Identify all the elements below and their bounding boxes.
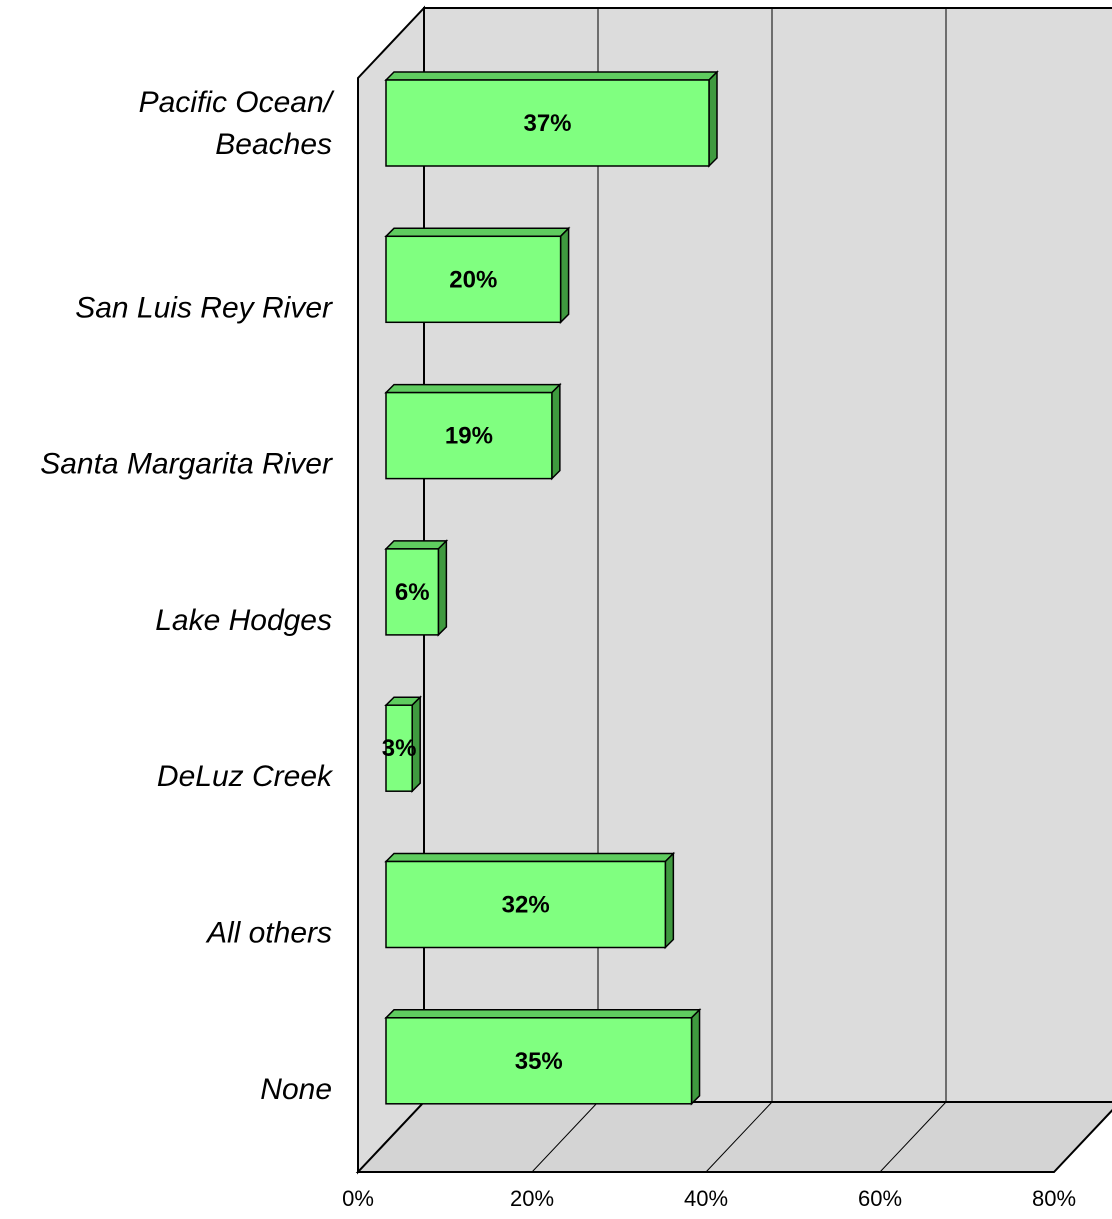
data-label-7: 35% bbox=[515, 1048, 563, 1075]
bar-top-6 bbox=[386, 854, 673, 862]
data-label-1: 37% bbox=[523, 110, 571, 137]
category-label-1: Pacific Ocean/Beaches bbox=[139, 86, 335, 161]
category-labels: Pacific Ocean/Beaches San Luis Rey River S… bbox=[40, 86, 334, 1106]
bar-side-4 bbox=[438, 541, 446, 635]
data-label-6: 32% bbox=[502, 892, 550, 919]
bar-side-2 bbox=[561, 228, 569, 322]
category-label-7: None bbox=[260, 1073, 332, 1106]
bar-side-1 bbox=[709, 72, 717, 166]
bar-group-7: 35% bbox=[386, 1010, 700, 1104]
chart-walls bbox=[358, 8, 1112, 1172]
category-label-3: Santa Margarita River bbox=[40, 448, 333, 481]
bar-group-4: 6% bbox=[386, 541, 446, 635]
x-tick-label-0: 0% bbox=[342, 1186, 374, 1211]
x-tick-label-40: 40% bbox=[684, 1186, 728, 1211]
x-tick-label-20: 20% bbox=[510, 1186, 554, 1211]
bar-top-2 bbox=[386, 228, 569, 236]
data-label-2: 20% bbox=[449, 266, 497, 293]
category-label-5: DeLuz Creek bbox=[157, 760, 334, 793]
data-label-5: 3% bbox=[382, 735, 417, 762]
bar-group-2: 20% bbox=[386, 228, 569, 322]
x-axis-tick-labels: 0% 20% 40% 60% 80% bbox=[342, 1186, 1076, 1211]
floor bbox=[358, 1102, 1112, 1172]
data-label-3: 19% bbox=[445, 423, 493, 450]
x-tick-label-80: 80% bbox=[1032, 1186, 1076, 1211]
bar-group-3: 19% bbox=[386, 385, 560, 479]
bar-side-7 bbox=[692, 1010, 700, 1104]
category-label-4: Lake Hodges bbox=[155, 604, 332, 637]
data-label-4: 6% bbox=[395, 579, 430, 606]
x-tick-label-60: 60% bbox=[858, 1186, 902, 1211]
bar-top-4 bbox=[386, 541, 446, 549]
bar-top-1 bbox=[386, 72, 717, 80]
bar-group-6: 32% bbox=[386, 854, 673, 948]
bar-group-1: 37% bbox=[386, 72, 717, 166]
bar-top-3 bbox=[386, 385, 560, 393]
bar-side-3 bbox=[552, 385, 560, 479]
bar-group-5: 3% bbox=[382, 697, 420, 791]
category-label-2: San Luis Rey River bbox=[75, 291, 333, 324]
bar-top-7 bbox=[386, 1010, 700, 1018]
category-label-6: All others bbox=[205, 917, 332, 950]
bar-side-6 bbox=[665, 854, 673, 948]
